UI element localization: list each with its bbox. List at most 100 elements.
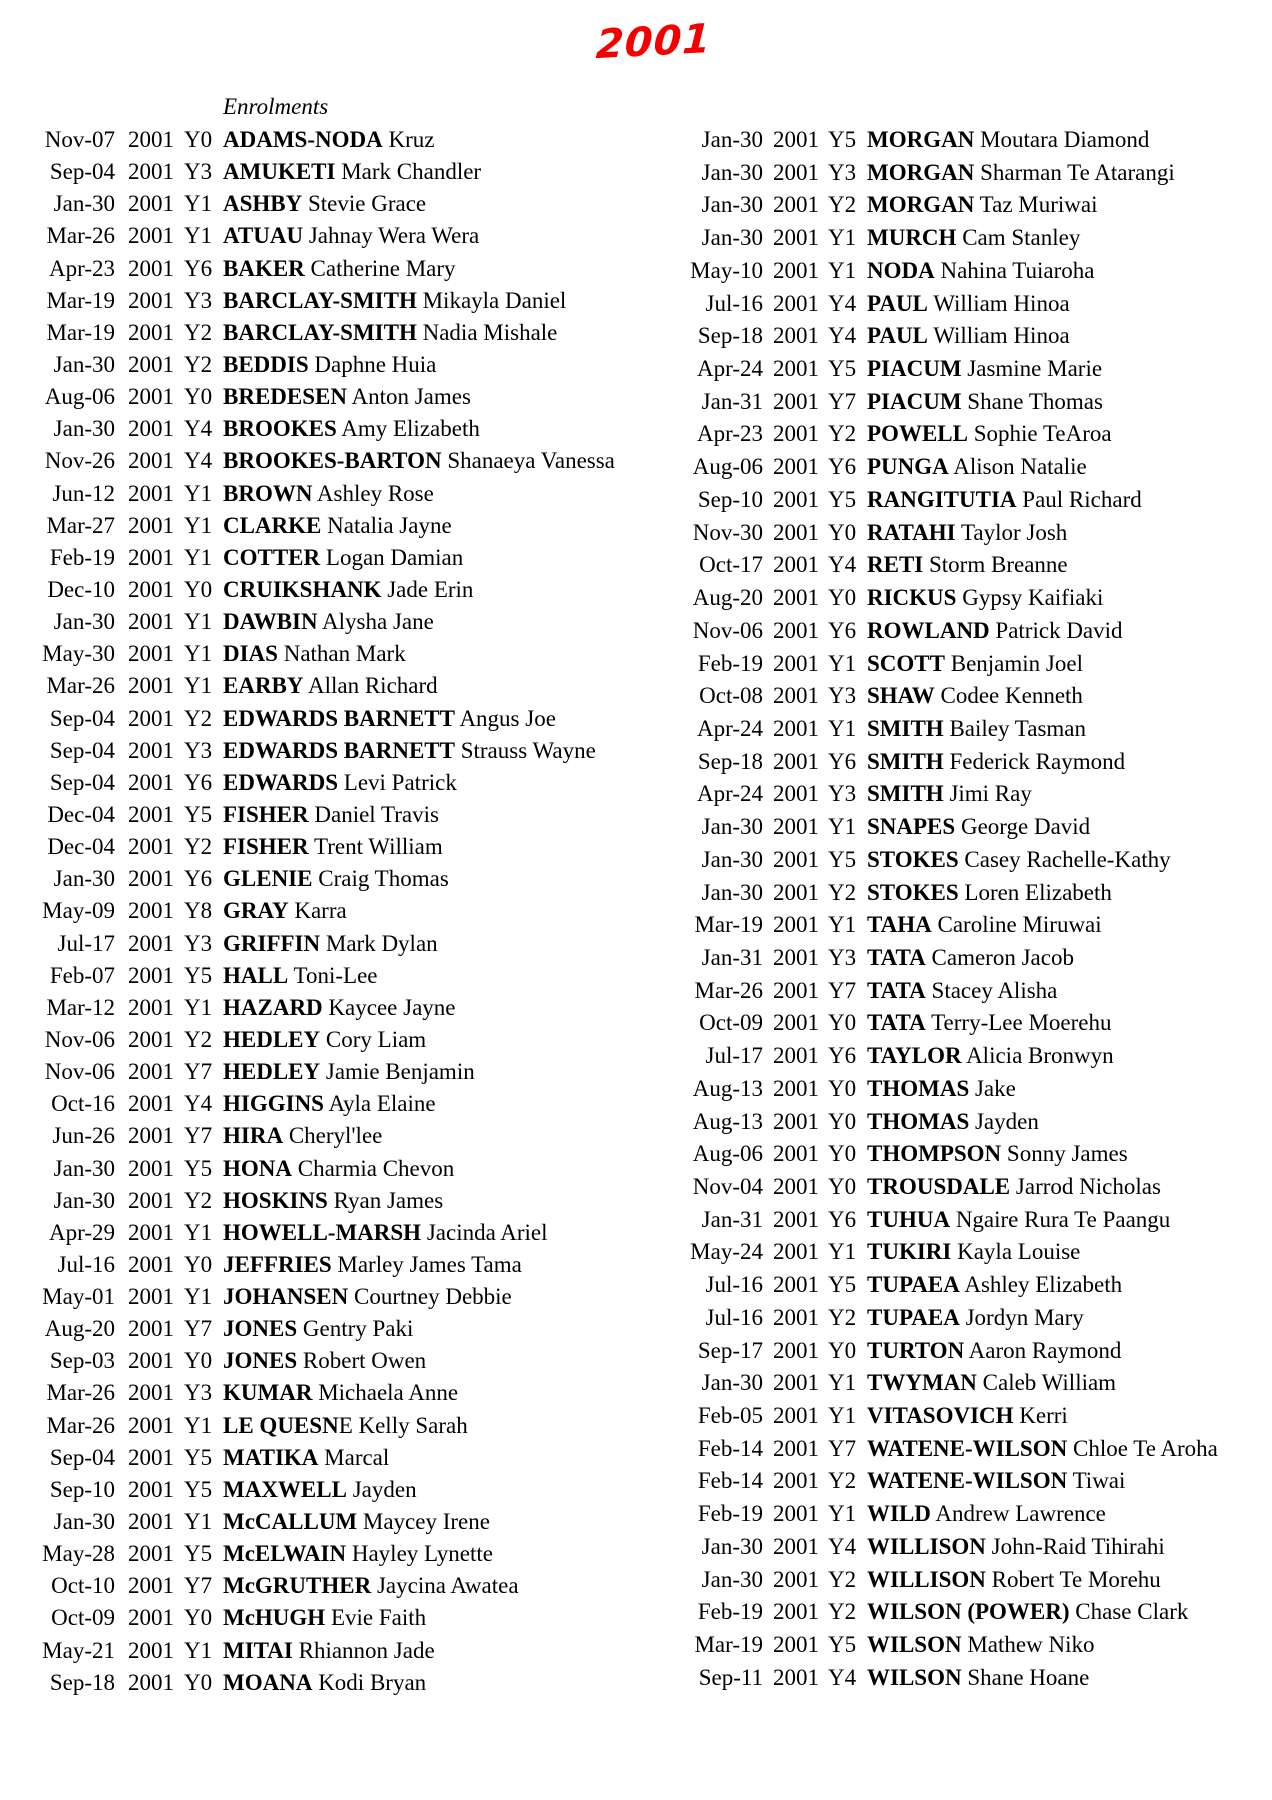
enrolment-date: Sep-18 [697,323,763,349]
enrolment-year-level: Y2 [184,1187,213,1213]
enrolment-given-names: Ashley Rose [312,480,434,506]
enrolment-date: Apr-24 [697,356,763,382]
enrolment-name: BROOKES Amy Elizabeth [223,413,637,445]
enrolment-year-level: Y0 [184,1669,213,1695]
enrolment-year-level: Y6 [184,255,213,281]
enrolment-row: Aug-13 2001 Y0 THOMAS Jayden [685,1106,1265,1139]
enrolment-date: Jan-30 [701,159,763,185]
enrolment-given-names: Aaron Raymond [964,1337,1122,1363]
enrolment-given-names: Alysha Jane [317,609,434,635]
enrolment-row: Oct-09 2001 Y0 McHUGH Evie Faith [37,1602,637,1634]
enrolment-row: Mar-26 2001 Y7 TATA Stacey Alisha [685,975,1265,1008]
enrolment-surname: STOKES [867,879,959,905]
enrolment-row: Sep-03 2001 Y0 JONES Robert Owen [37,1345,637,1377]
enrolment-row: Apr-23 2001 Y6 BAKER Catherine Mary [37,253,637,285]
enrolment-surname: HOWELL-MARSH [223,1219,422,1245]
enrolment-given-names: Sharman Te Atarangi [974,159,1175,185]
enrolment-year: 2001 [128,801,174,827]
enrolment-given-names: Marcal [318,1444,390,1470]
enrolment-year: 2001 [773,192,819,218]
enrolment-name: MAXWELL Jayden [223,1474,637,1506]
enrolment-year-level: Y2 [828,879,857,905]
enrolment-year-level: Y7 [184,1573,213,1599]
enrolment-date: Aug-06 [44,384,115,410]
enrolment-year-level: Y5 [828,127,857,152]
enrolment-name: ASHBY Stevie Grace [223,188,637,220]
enrolment-surname: DAWBIN [223,609,318,635]
enrolment-given-names: Caroline Miruwai [931,912,1102,938]
enrolment-year-level: Y8 [184,898,213,924]
enrolment-year-level: Y0 [828,1075,857,1101]
enrolment-row: Sep-10 2001 Y5 MAXWELL Jayden [37,1474,637,1506]
enrolment-year: 2001 [128,1123,174,1149]
enrolment-name: TUKIRI Kayla Louise [867,1236,1265,1269]
enrolment-date: Jan-30 [53,866,115,892]
enrolment-row: Jan-30 2001 Y6 GLENIE Craig Thomas [37,863,637,895]
enrolment-year-level: Y5 [828,356,857,382]
enrolment-given-names: William Hinoa [927,323,1070,349]
enrolment-year-level: Y7 [184,1316,213,1342]
enrolment-row: Aug-20 2001 Y0 RICKUS Gypsy Kaifiaki [685,582,1265,615]
enrolment-name: WATENE-WILSON Chloe Te Aroha [867,1433,1265,1466]
enrolment-row: Jan-31 2001 Y3 TATA Cameron Jacob [685,942,1265,975]
enrolment-year: 2001 [773,159,819,185]
enrolment-year-level: Y4 [828,323,857,349]
enrolment-name: STOKES Casey Rachelle-Kathy [867,844,1265,877]
enrolment-name: VITASOVICH Kerri [867,1400,1265,1433]
enrolment-given-names: Chloe Te Aroha [1067,1435,1218,1461]
enrolment-date: Sep-18 [49,1669,115,1695]
enrolment-year: 2001 [773,683,819,709]
enrolment-name: THOMAS Jake [867,1073,1265,1106]
enrolment-date: Feb-19 [697,650,763,676]
enrolment-year-level: Y5 [184,1155,213,1181]
enrolment-year: 2001 [128,448,174,474]
enrolment-year-level: Y4 [184,448,213,474]
enrolment-year-level: Y4 [828,552,857,578]
enrolment-name: SMITH Federick Raymond [867,746,1265,779]
enrolment-date: Jul-17 [57,930,116,956]
enrolment-date: May-30 [42,641,115,667]
enrolment-date: Sep-10 [697,486,763,512]
enrolment-surname: HONA [223,1155,292,1181]
enrolment-year-level: Y1 [828,257,857,283]
enrolment-given-names: Courtney Debbie [348,1284,512,1310]
enrolment-given-names: Taylor Josh [955,519,1068,545]
enrolment-given-names: Nathan Mark [277,641,406,667]
enrolment-year-level: Y0 [828,1010,857,1036]
enrolment-date: Feb-19 [49,544,115,570]
enrolment-given-names: Chase Clark [1069,1599,1189,1625]
enrolment-name: BARCLAY-SMITH Nadia Mishale [223,317,637,349]
enrolment-given-names: Levi Patrick [338,769,457,795]
enrolment-name: WATENE-WILSON Tiwai [867,1465,1265,1498]
enrolment-name: AMUKETI Mark Chandler [223,156,637,188]
enrolment-given-names: Codee Kenneth [934,683,1083,709]
enrolment-date: May-28 [42,1541,115,1567]
enrolment-name: HALL Toni-Lee [223,960,637,992]
enrolment-surname: PUNGA [867,454,949,480]
enrolment-date: Jan-30 [53,609,115,635]
enrolment-name: GRIFFIN Mark Dylan [223,928,637,960]
enrolment-name: PIACUM Jasmine Marie [867,353,1265,386]
enrolment-date: Sep-03 [49,1348,115,1374]
enrolment-year-level: Y2 [828,421,857,447]
enrolment-given-names: Moutara Diamond [974,127,1150,152]
enrolment-year: 2001 [773,1370,819,1396]
enrolment-name: RETI Storm Breanne [867,549,1265,582]
enrolment-date: Mar-19 [694,1632,763,1658]
enrolment-date: Mar-26 [46,223,115,249]
enrolment-year-level: Y1 [184,512,213,538]
enrolment-date: Jan-30 [701,879,763,905]
enrolment-given-names: Toni-Lee [288,962,378,988]
enrolment-surname: TUPAEA [867,1272,960,1298]
enrolment-year: 2001 [773,617,819,643]
enrolment-name: WILLISON John-Raid Tihirahi [867,1531,1265,1564]
enrolment-year: 2001 [128,319,174,345]
enrolment-surname: WATENE-WILSON [867,1435,1068,1461]
enrolment-given-names: Jamie Benjamin [320,1059,475,1085]
enrolment-surname: HAZARD [223,994,323,1020]
enrolment-year-level: Y3 [184,737,213,763]
enrolment-row: Apr-24 2001 Y5 PIACUM Jasmine Marie [685,353,1265,386]
enrolment-year: 2001 [128,930,174,956]
page-year-title: 2001 [594,15,713,69]
enrolment-year-level: Y3 [828,781,857,807]
